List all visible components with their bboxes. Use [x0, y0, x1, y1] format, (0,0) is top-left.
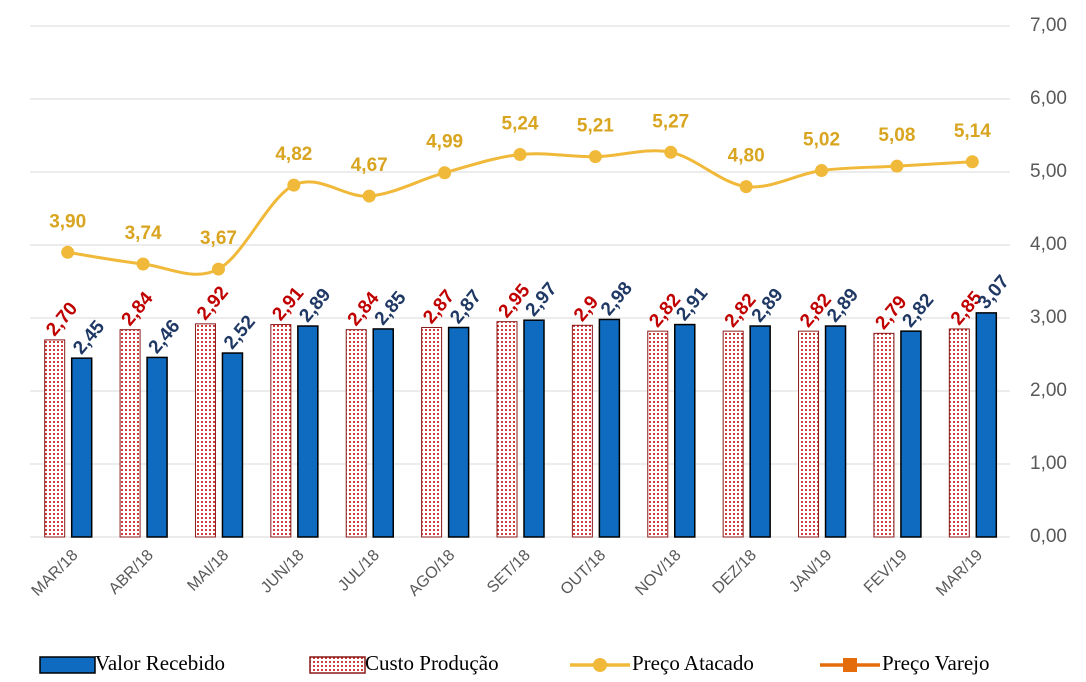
- line-marker: [438, 166, 452, 180]
- bar: [873, 332, 895, 538]
- value-label: 5,02: [803, 130, 840, 151]
- bar: [722, 330, 744, 538]
- bar: [496, 321, 518, 538]
- value-label: 2,89: [823, 285, 863, 327]
- bar: [221, 352, 244, 538]
- value-label: 2,70: [42, 299, 82, 341]
- bar: [900, 330, 922, 538]
- value-label: 4,67: [351, 155, 388, 176]
- x-tick-label: ABR/18: [106, 547, 157, 598]
- bar: [372, 328, 394, 538]
- x-tick-label: DEZ/18: [710, 547, 760, 597]
- legend-label: Valor Recebido: [95, 651, 225, 675]
- y-tick-label: 2,00: [1030, 380, 1067, 401]
- bar: [421, 326, 443, 538]
- y-tick-label: 5,00: [1030, 161, 1067, 182]
- x-tick-label: JUL/18: [335, 547, 383, 595]
- line-marker: [211, 262, 225, 276]
- bar: [297, 325, 319, 538]
- y-tick-label: 6,00: [1030, 88, 1067, 109]
- value-label: 4,80: [728, 146, 765, 167]
- y-tick-label: 7,00: [1030, 15, 1067, 36]
- line-marker: [362, 189, 376, 203]
- legend-swatch: [309, 656, 366, 674]
- bar: [571, 324, 593, 538]
- x-tick-label: MAR/19: [933, 547, 986, 600]
- legend-marker: [843, 658, 857, 672]
- bar: [674, 323, 696, 538]
- x-tick-label: SET/18: [484, 547, 534, 597]
- bar: [598, 318, 621, 538]
- legend-label: Preço Varejo: [882, 651, 990, 675]
- value-label: 4,82: [275, 144, 312, 165]
- line-marker: [890, 159, 904, 173]
- x-tick-label: OUT/18: [558, 547, 610, 599]
- value-label: 3,74: [125, 223, 162, 244]
- value-label: 2,98: [597, 278, 637, 320]
- value-label: 5,08: [878, 125, 915, 146]
- line-marker: [965, 155, 979, 169]
- bar: [523, 319, 545, 538]
- line-marker: [739, 180, 753, 194]
- value-label: 5,21: [577, 116, 614, 137]
- legend-label: Preço Atacado: [632, 651, 754, 675]
- value-label: 5,27: [652, 111, 689, 132]
- value-label: 2,91: [672, 283, 712, 325]
- value-label: 2,97: [522, 279, 562, 321]
- bar: [749, 325, 771, 538]
- line-marker: [664, 145, 678, 159]
- bar: [146, 356, 168, 538]
- value-label: 2,87: [446, 286, 486, 328]
- legend-swatch: [39, 656, 96, 674]
- legend-marker: [593, 658, 607, 672]
- value-label: 2,85: [371, 287, 411, 329]
- line-marker: [287, 178, 301, 192]
- line-marker: [136, 257, 150, 271]
- x-tick-label: FEV/19: [861, 547, 911, 597]
- x-tick-label: JUN/18: [258, 547, 308, 597]
- x-tick-label: AGO/18: [406, 547, 459, 600]
- legend-label: Custo Produção: [365, 651, 499, 675]
- value-label: 2,89: [748, 285, 788, 327]
- value-label: 5,24: [502, 113, 539, 134]
- y-tick-label: 1,00: [1030, 453, 1067, 474]
- bar: [948, 328, 970, 538]
- bar: [44, 339, 66, 538]
- line: [67, 149, 973, 276]
- value-label: 4,99: [426, 132, 463, 153]
- y-tick-label: 4,00: [1030, 234, 1067, 255]
- line-marker: [61, 245, 75, 259]
- bar: [647, 330, 669, 538]
- value-label: 2,84: [118, 288, 158, 330]
- y-tick-label: 0,00: [1030, 526, 1067, 547]
- line-marker: [588, 150, 602, 164]
- y-tick-label: 3,00: [1030, 307, 1067, 328]
- bar: [119, 329, 141, 538]
- bar: [824, 325, 847, 538]
- value-label: 2,45: [69, 316, 109, 358]
- bar: [345, 329, 367, 538]
- x-tick-label: MAR/18: [29, 547, 82, 600]
- value-label: 2,46: [145, 316, 185, 358]
- x-tick-label: MAI/18: [184, 547, 232, 595]
- value-label: 3,67: [200, 228, 237, 249]
- x-tick-label: NOV/18: [632, 547, 684, 599]
- bar: [194, 323, 216, 538]
- value-label: 2,9: [570, 292, 603, 326]
- line-marker: [513, 147, 527, 161]
- x-tick-label: JAN/19: [786, 547, 835, 596]
- bar: [447, 326, 470, 538]
- value-label: 3,90: [49, 211, 86, 232]
- bar: [975, 312, 998, 538]
- value-label: 2,82: [899, 290, 939, 332]
- bar: [70, 357, 93, 538]
- bar: [270, 324, 292, 538]
- value-label: 5,14: [954, 121, 991, 142]
- line-marker: [815, 164, 829, 178]
- bar: [798, 330, 820, 538]
